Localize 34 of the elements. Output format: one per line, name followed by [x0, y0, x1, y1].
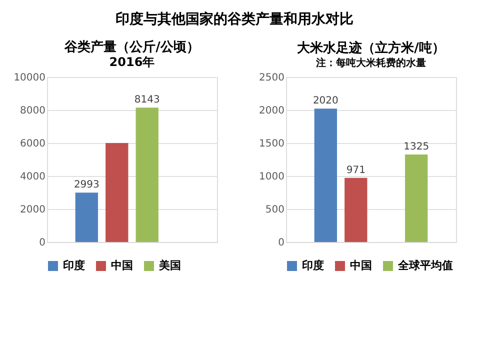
- y-tick-label: 2000: [259, 106, 284, 116]
- text: 印度与其他国家的谷类产量和用水对比: [116, 10, 354, 28]
- y-tick-label: 2500: [259, 72, 284, 84]
- bar: [106, 143, 128, 242]
- chart-subtitle: 注：每吨大米耗费的水量: [315, 57, 426, 69]
- y-tick-label: 0: [278, 238, 284, 248]
- bar: [314, 108, 337, 242]
- y-tick-label: 2000: [20, 204, 46, 216]
- data-label: 2993: [74, 180, 100, 191]
- legend-label: 中国: [111, 259, 133, 272]
- legend-label: 全球平均值: [397, 259, 453, 272]
- legend-label: 中国: [350, 259, 372, 272]
- bar: [75, 192, 98, 242]
- chart-title: 谷类产量（公斤/公顷）: [64, 39, 200, 55]
- bar: [405, 154, 428, 242]
- y-tick-label: 10000: [14, 72, 46, 84]
- legend-label: 美国: [158, 259, 181, 272]
- data-label: 1325: [404, 142, 430, 153]
- chart-title: 大米水足迹（立方米/吨）: [297, 40, 445, 56]
- bar: [136, 108, 158, 242]
- data-label: 971: [346, 164, 366, 176]
- legend-label: 印度: [63, 259, 85, 272]
- y-tick-label: 6000: [20, 138, 46, 150]
- y-tick-label: 0: [39, 238, 46, 248]
- y-tick-label: 1000: [259, 172, 284, 182]
- chart-subtitle: 2016年: [109, 55, 155, 69]
- data-label: 8143: [134, 94, 160, 106]
- data-label: 2020: [312, 96, 338, 107]
- series-label: 印度: [302, 259, 324, 272]
- y-tick-label: 500: [265, 204, 284, 216]
- y-tick-label: 8000: [20, 106, 46, 116]
- y-tick-label: 1500: [259, 138, 284, 150]
- y-tick-label: 4000: [20, 172, 46, 182]
- bar: [344, 178, 368, 242]
